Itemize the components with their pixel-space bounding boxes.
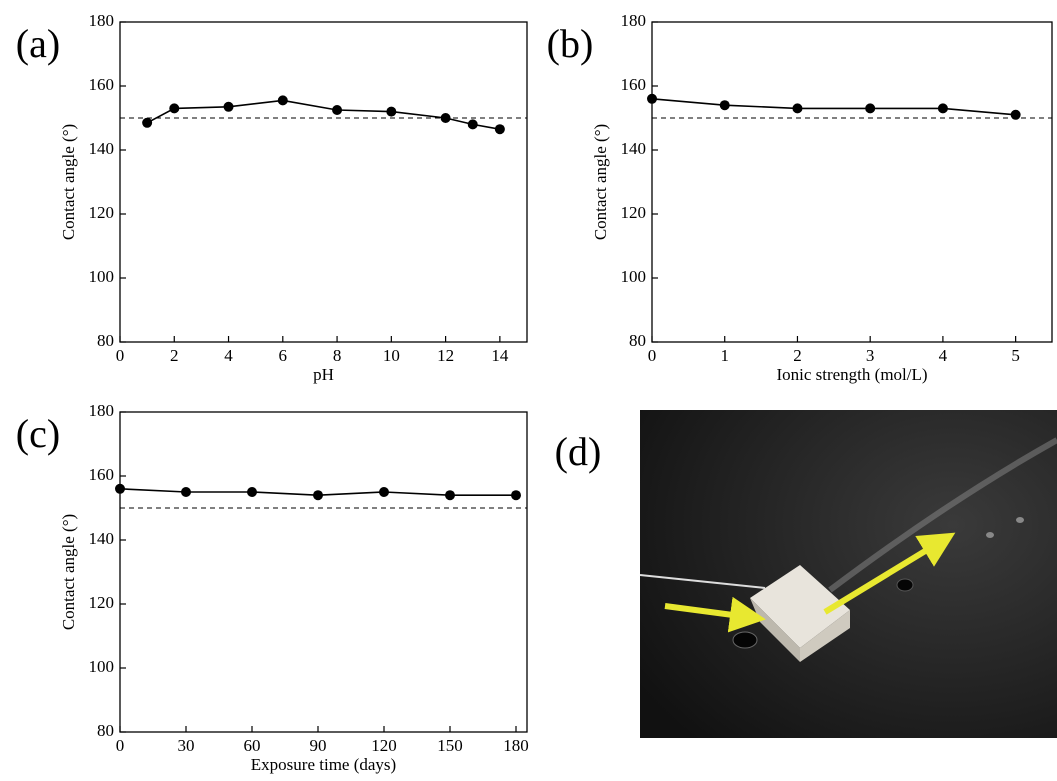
y-tick-label: 100 [621,267,647,286]
x-tick-label: 2 [170,346,179,365]
x-tick-label: 0 [648,346,657,365]
data-point [379,487,389,497]
data-point [445,490,455,501]
sample-side [800,610,850,662]
plot-frame [119,21,528,343]
photo: (d) [555,410,1057,738]
x-axis-label: Ionic strength (mol/L) [776,365,927,384]
x-axis-label: Exposure time (days) [251,755,396,774]
x-tick-label: 1 [720,346,729,365]
droplet [896,578,914,592]
data-point [115,483,125,494]
data-point [181,487,191,497]
y-tick-label: 180 [89,11,115,30]
x-tick-label: 150 [437,736,463,755]
data-point [719,100,730,111]
data-point [277,95,288,106]
data-line [651,98,1016,116]
sample-top [750,565,850,648]
data-point [223,101,234,112]
y-tick-label: 120 [89,593,115,612]
y-tick-label: 180 [89,401,115,420]
y-tick-label: 160 [89,465,115,484]
data-point [169,103,180,114]
x-tick-label: 12 [437,346,454,365]
x-tick-label: 3 [866,346,875,365]
water-jet [828,437,1057,593]
x-tick-label: 10 [383,346,400,365]
droplet [732,631,758,649]
y-tick-label: 80 [97,331,114,350]
data-point [647,93,657,104]
y-tick-label: 140 [89,139,115,158]
y-tick-label: 180 [621,11,647,30]
data-point [865,103,876,114]
y-axis-label: Contact angle (°) [59,514,78,630]
data-point [332,105,343,115]
y-tick-label: 120 [621,203,647,222]
x-tick-label: 60 [244,736,261,755]
data-point [386,106,397,117]
x-tick-label: 0 [116,346,125,365]
panel-label: (b) [547,21,594,66]
data-point [313,490,323,501]
data-point [467,119,478,130]
y-tick-label: 100 [89,267,115,286]
y-tick-label: 160 [621,75,647,94]
arrow [664,596,766,633]
droplet [986,532,994,538]
y-tick-label: 160 [89,75,115,94]
x-tick-label: 5 [1011,346,1020,365]
y-axis-label: Contact angle (°) [59,124,78,240]
data-point [1010,109,1021,120]
arrow [823,532,956,615]
panel-label: (a) [16,21,60,66]
y-tick-label: 80 [629,331,646,350]
x-tick-label: 120 [371,736,397,755]
data-point [440,113,451,123]
x-tick-label: 2 [793,346,802,365]
y-tick-label: 100 [89,657,115,676]
data-point [247,487,257,497]
x-tick-label: 4 [939,346,948,365]
x-tick-label: 0 [116,736,125,755]
data-point [494,124,505,135]
y-tick-label: 120 [89,203,115,222]
y-axis-label: Contact angle (°) [591,124,610,240]
plot-frame [651,21,1053,343]
y-tick-label: 140 [621,139,647,158]
x-axis-label: pH [313,365,334,384]
needle [639,574,766,589]
data-point [937,103,948,114]
x-tick-label: 180 [503,736,529,755]
data-point [511,490,521,501]
x-tick-label: 90 [310,736,327,755]
plot-frame [119,411,528,733]
x-tick-label: 14 [491,346,509,365]
x-tick-label: 8 [333,346,342,365]
x-tick-label: 6 [279,346,288,365]
y-tick-label: 140 [89,529,115,548]
panel-label: (c) [16,411,60,456]
x-tick-label: 30 [178,736,195,755]
y-tick-label: 80 [97,721,114,740]
x-tick-label: 4 [224,346,233,365]
droplet [1016,517,1024,523]
data-point [142,117,153,128]
panel-label: (d) [555,429,602,474]
data-point [792,103,803,114]
